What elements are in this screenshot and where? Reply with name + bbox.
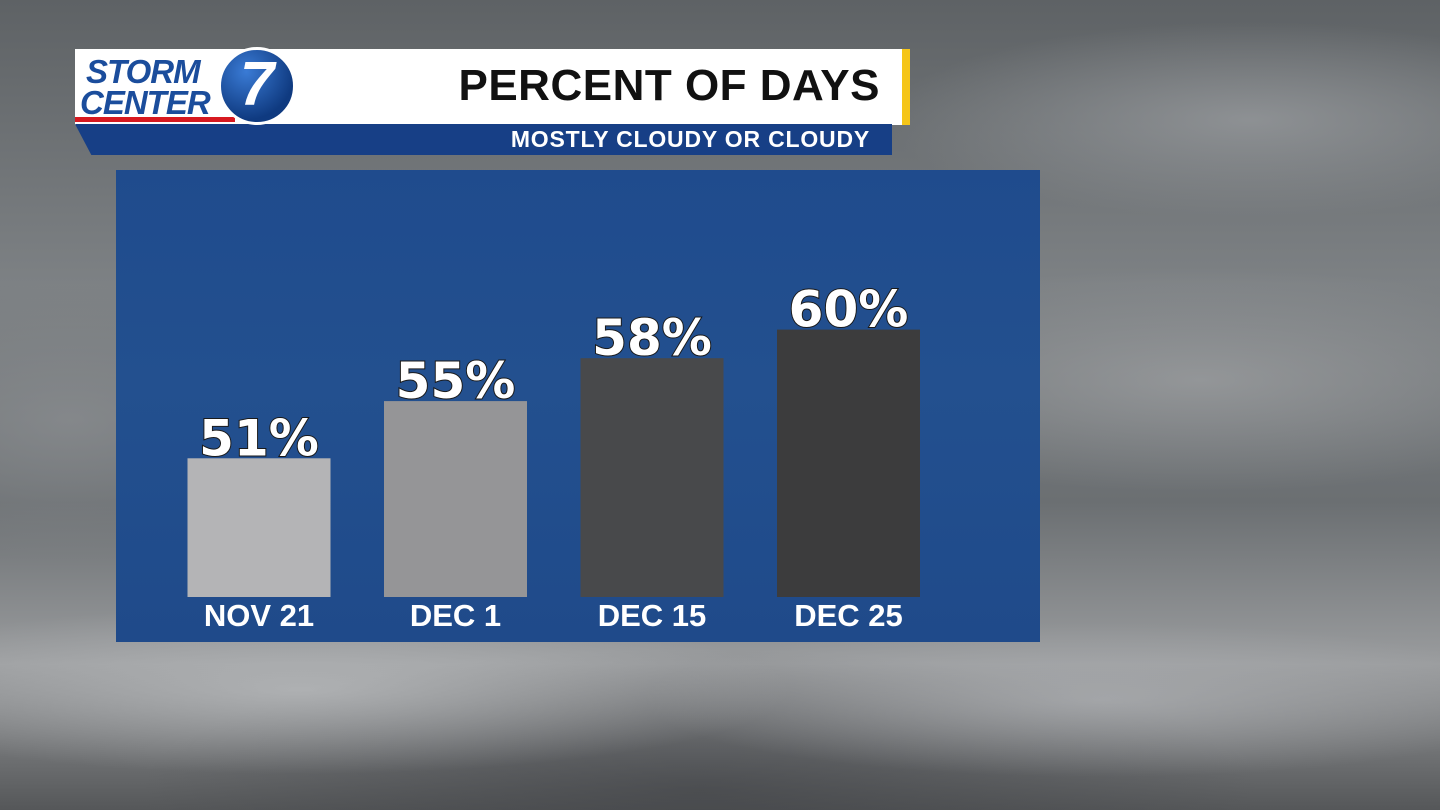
header-accent-bar [902,49,910,125]
channel-7-logo-icon: 7 [218,47,296,125]
bar-dec-15 [580,358,724,597]
value-label: 55% [396,352,516,410]
category-label: DEC 1 [410,598,501,633]
logo-number: 7 [239,50,275,119]
bar-dec-25 [777,329,920,597]
logo-word-center: CENTER [80,84,211,121]
logo-word-storm: STORM [86,53,201,90]
value-label: 58% [592,309,712,367]
title-header: PERCENT OF DAYS [75,49,910,125]
bar-nov-21 [187,458,331,597]
category-label: DEC 25 [794,598,903,633]
value-label: 51% [199,409,319,467]
category-label: DEC 15 [598,598,707,633]
value-label: 60% [789,281,909,339]
bar-chart: 51% NOV 21 55% DEC 1 58% DEC 15 60% DEC 25 [187,280,920,633]
category-label: NOV 21 [204,598,314,633]
chart-panel: 51% NOV 21 55% DEC 1 58% DEC 15 60% DEC 25 [116,170,1040,642]
chart-title: PERCENT OF DAYS [458,61,880,110]
storm-center-logo: STORM CENTER [80,55,230,121]
chart-subtitle: MOSTLY CLOUDY OR CLOUDY [510,126,870,152]
bar-dec-1 [384,401,527,597]
logo-red-stripe [75,117,235,122]
subtitle-bar: MOSTLY CLOUDY OR CLOUDY [75,124,892,155]
